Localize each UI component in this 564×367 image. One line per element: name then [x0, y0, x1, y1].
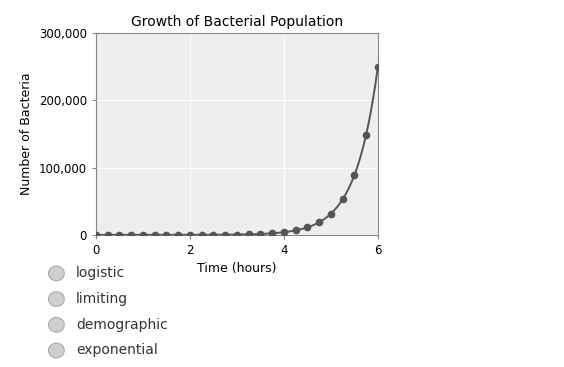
Text: demographic: demographic: [76, 318, 168, 332]
X-axis label: Time (hours): Time (hours): [197, 262, 276, 276]
Text: exponential: exponential: [76, 344, 158, 357]
Text: logistic: logistic: [76, 266, 125, 280]
Text: limiting: limiting: [76, 292, 128, 306]
Title: Growth of Bacterial Population: Growth of Bacterial Population: [131, 15, 343, 29]
Y-axis label: Number of Bacteria: Number of Bacteria: [20, 73, 33, 195]
